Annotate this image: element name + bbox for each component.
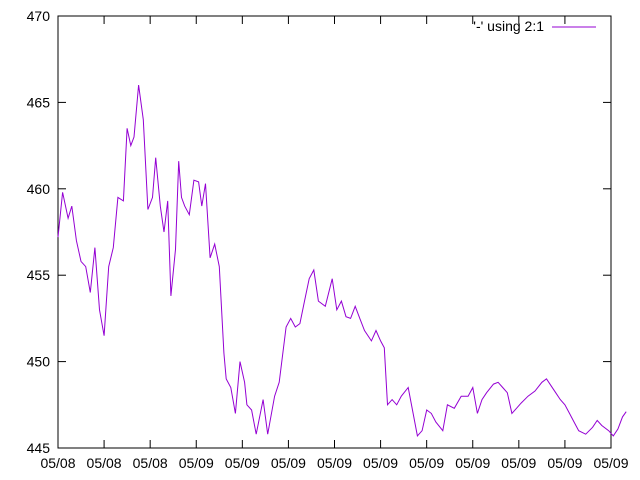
y-tick-label: 455 [27,267,51,283]
x-tick-label: 05/08 [133,455,168,471]
legend: '-' using 2:1 [473,18,596,34]
y-tick-label: 460 [27,181,51,197]
y-tick-label: 465 [27,94,51,110]
y-tick-label: 450 [27,354,51,370]
x-tick-label: 05/09 [455,455,490,471]
series-line [57,85,627,437]
x-tick-label: 05/09 [501,455,536,471]
x-tick-label: 05/09 [363,455,398,471]
x-tick-label: 05/09 [225,455,260,471]
x-tick-label: 05/09 [317,455,352,471]
x-tick-label: 05/09 [409,455,444,471]
x-tick-label: 05/08 [87,455,122,471]
x-tick-labels: 05/08 05/08 05/08 05/09 05/09 05/09 05/09 05/09… [40,455,628,471]
y-tick-labels: 445 450 455 460 465 470 [27,8,51,456]
x-tick-label: 05/09 [271,455,306,471]
x-tick-label: 05/08 [40,455,75,471]
y-tick-label: 445 [27,440,51,456]
y-tick-label: 470 [27,8,51,24]
legend-label: '-' using 2:1 [473,18,544,34]
x-tick-label: 05/09 [179,455,214,471]
series-group [57,85,627,437]
x-tick-label: 05/09 [547,455,582,471]
plot-border [57,15,612,449]
x-tick-label: 05/09 [593,455,628,471]
